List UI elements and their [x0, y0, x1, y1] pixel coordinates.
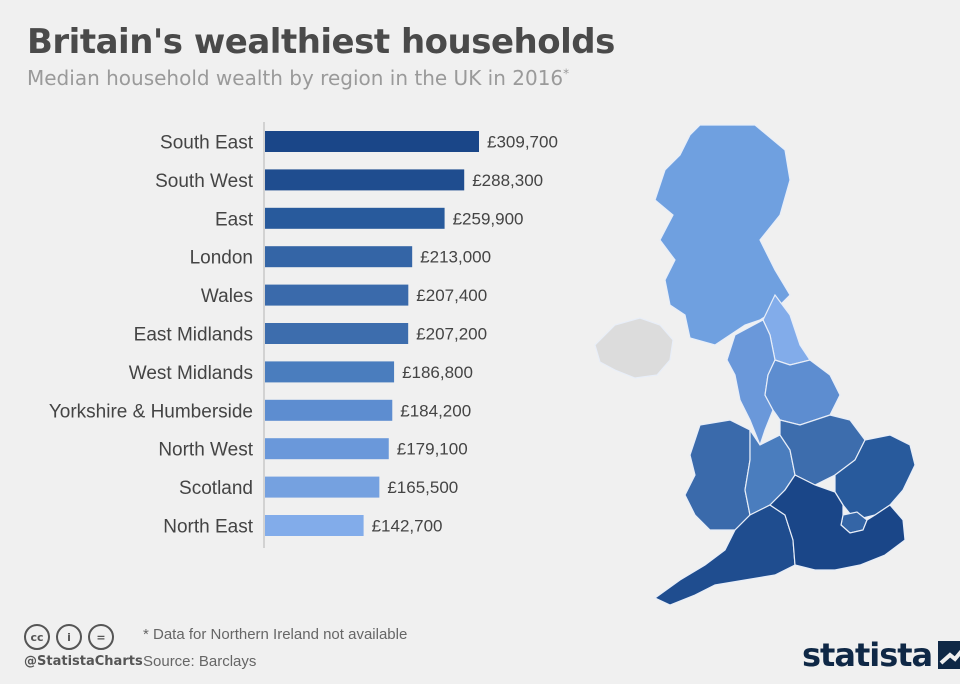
social-handle[interactable]: @StatistaCharts: [24, 654, 143, 669]
category-label: London: [190, 248, 253, 269]
map-region-south-east: [769, 474, 906, 571]
bar: [265, 515, 364, 536]
map-region-wales: [684, 419, 751, 531]
value-label: £309,700: [487, 133, 558, 152]
category-label: North East: [163, 517, 253, 538]
value-label: £207,200: [416, 325, 487, 344]
source-text: Source: Barclays: [143, 653, 257, 670]
chart-title: Britain's wealthiest households: [27, 22, 615, 62]
category-label: Yorkshire & Humberside: [49, 401, 253, 422]
value-label: £142,700: [372, 517, 443, 536]
bar: [265, 246, 413, 268]
statista-logo[interactable]: statista: [802, 636, 960, 674]
map-region-scotland: [654, 124, 791, 346]
chart-subtitle: Median household wealth by region in the…: [27, 66, 569, 90]
value-label: £179,100: [397, 440, 468, 459]
category-label: North West: [158, 440, 253, 461]
value-label: £213,000: [420, 248, 491, 267]
map-region-northern-ireland: [594, 317, 674, 379]
value-label: £288,300: [472, 171, 543, 190]
bar: [265, 361, 395, 383]
bar: [265, 323, 409, 344]
value-label: £186,800: [402, 363, 473, 382]
category-label: Scotland: [179, 478, 253, 499]
bar: [265, 284, 409, 306]
license-icons: cc i =: [24, 624, 114, 650]
bar: [265, 399, 393, 421]
subtitle-footnote-mark: *: [563, 66, 570, 81]
bar: [265, 169, 465, 191]
category-label: East Midlands: [134, 325, 253, 346]
noderivs-icon: =: [88, 624, 114, 650]
category-label: South West: [155, 171, 254, 192]
statista-logo-icon: [938, 641, 960, 669]
map-region-north-west: [726, 319, 776, 447]
subtitle-text: Median household wealth by region in the…: [27, 66, 564, 90]
bar: [265, 476, 380, 498]
bar-chart: South East £309,700 South West £288,300 East…: [49, 122, 558, 548]
value-label: £165,500: [387, 478, 458, 497]
category-label: South East: [160, 133, 254, 154]
category-label: East: [215, 209, 254, 230]
brand-wordmark: statista: [802, 636, 933, 674]
bar: [265, 207, 445, 229]
value-label: £207,400: [416, 286, 487, 305]
value-label: £184,200: [400, 401, 471, 420]
attribution-icon: i: [56, 624, 82, 650]
uk-region-map: [594, 124, 916, 606]
footnote: * Data for Northern Ireland not availabl…: [143, 626, 408, 643]
bar: [265, 131, 479, 152]
category-label: West Midlands: [129, 363, 253, 384]
cc-icon: cc: [24, 624, 50, 650]
bar: [265, 438, 389, 460]
category-label: Wales: [201, 286, 253, 307]
value-label: £259,900: [453, 209, 524, 228]
